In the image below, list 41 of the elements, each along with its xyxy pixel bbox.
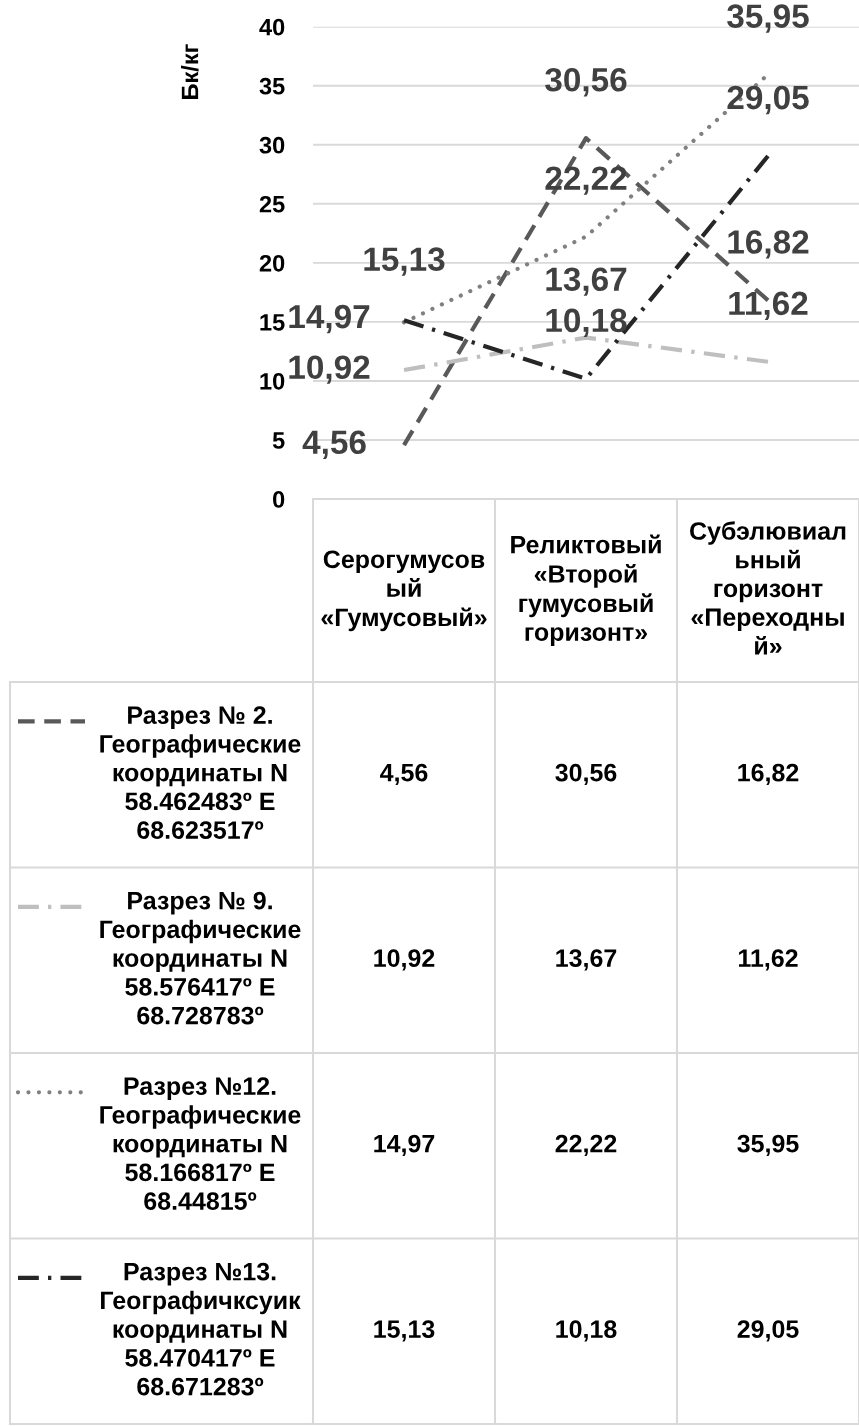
x-tick-label: Реликтовый «Второй гумусовый горизонт» (511, 534, 661, 646)
data-label: 11,62 (738, 949, 798, 971)
y-tick-label: 40 (259, 18, 285, 36)
y-tick-label: 30 (259, 136, 285, 154)
legend-label: Разрез № 2. Географические координаты N 58.462483º E 68.623517º (100, 706, 301, 839)
data-label: 13,67 (556, 949, 617, 971)
text: 30,56 (545, 67, 627, 97)
data-label: 16,82 (738, 763, 799, 786)
x-tick-label: Субэлювиальный горизонт «Переходный» (690, 521, 846, 655)
text: 14,97 (289, 304, 370, 334)
text: 13,67 (546, 267, 627, 296)
text: 10,18 (546, 308, 627, 338)
text: 35,95 (727, 4, 809, 33)
data-label: 35,95 (737, 1134, 799, 1157)
y-tick-label: 10 (260, 372, 285, 390)
legend-label: Разрез № 9. Географические координаты N 58.576417º E 68.728783º (100, 891, 301, 1025)
y-tick-label: 25 (259, 195, 285, 213)
data-label: 10,92 (374, 949, 435, 971)
data-label: 22,22 (555, 1134, 617, 1157)
data-label: 15,13 (374, 1320, 435, 1342)
y-tick-label: 5 (272, 432, 285, 449)
x-tick-label: Серогумусовый «Гумусовый» (321, 550, 487, 632)
text: 22,22 (545, 166, 627, 195)
y-tick-label: 0 (273, 491, 285, 508)
y-tick-label: 20 (259, 254, 285, 272)
text: 10,92 (289, 355, 370, 384)
y-axis-title: Бк/кг (181, 44, 199, 99)
data-label: 4,56 (380, 763, 428, 786)
y-tick-label: 35 (259, 77, 285, 95)
data-label: 14,97 (374, 1134, 435, 1157)
text: 16,82 (728, 230, 809, 259)
data-label: 10,18 (556, 1320, 617, 1342)
legend-label: Разрез №13. Географичксуик координаты N 58.470417º E 68.671283º (101, 1262, 301, 1396)
data-label: 30,56 (555, 763, 617, 786)
text: 11,62 (729, 291, 808, 321)
text: 29,05 (727, 85, 809, 115)
text: 4,56 (302, 430, 366, 459)
text: 15,13 (364, 247, 445, 276)
data-label: 29,05 (737, 1320, 799, 1342)
legend-label: Разрез №12. Географические координаты N 58.166817º E 68.44815º (100, 1077, 301, 1210)
y-tick-label: 15 (260, 314, 285, 331)
